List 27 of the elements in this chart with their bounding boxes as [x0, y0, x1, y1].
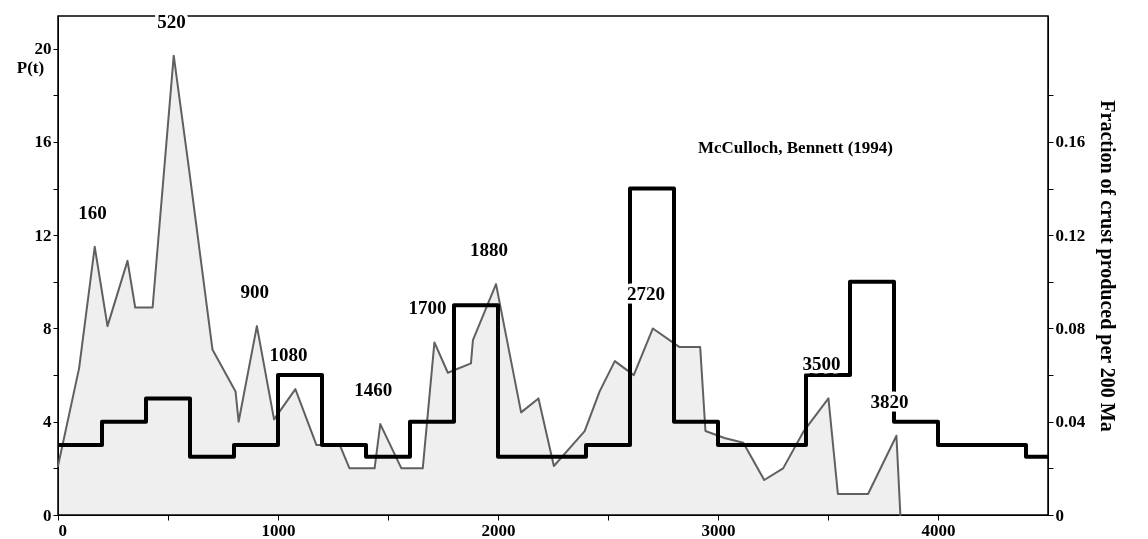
annotation: 1880	[470, 239, 509, 261]
annotation: 900	[240, 281, 269, 303]
y-tick-label: 20	[34, 39, 52, 59]
x-tick-label: 4000	[921, 520, 956, 539]
y2-tick-label: 0.04	[1055, 412, 1086, 432]
annotation: 1080	[269, 344, 308, 366]
y2-axis-title: Fraction of crust produced per 200 Ma	[1096, 100, 1120, 432]
annotation: 1460	[354, 379, 393, 401]
x-tick-label: 1000	[261, 520, 296, 539]
text: McCulloch, Bennett (1994)	[698, 138, 894, 157]
y-axis-title: P(t)	[16, 57, 45, 77]
y2-tick-label: 0.16	[1055, 132, 1086, 152]
y-tick-label: 8	[43, 318, 52, 338]
y2-tick-label: 0.12	[1055, 225, 1086, 245]
annotation: 160	[78, 201, 107, 223]
x-tick-label: 2000	[481, 520, 516, 539]
y-tick-label: 12	[34, 225, 52, 245]
y-tick-label: 0	[43, 505, 52, 525]
annotation: 1700	[408, 297, 447, 319]
x-tick-label: 3000	[701, 520, 736, 539]
x-tick-label: 0	[58, 520, 67, 539]
annotation: 3500	[802, 353, 841, 375]
y-tick-label: 16	[34, 132, 52, 152]
annotation: 520	[157, 10, 186, 32]
y2-tick-label: 0	[1055, 505, 1064, 525]
y-tick-label: 4	[43, 412, 52, 432]
y2-tick-label: 0.08	[1055, 318, 1086, 338]
